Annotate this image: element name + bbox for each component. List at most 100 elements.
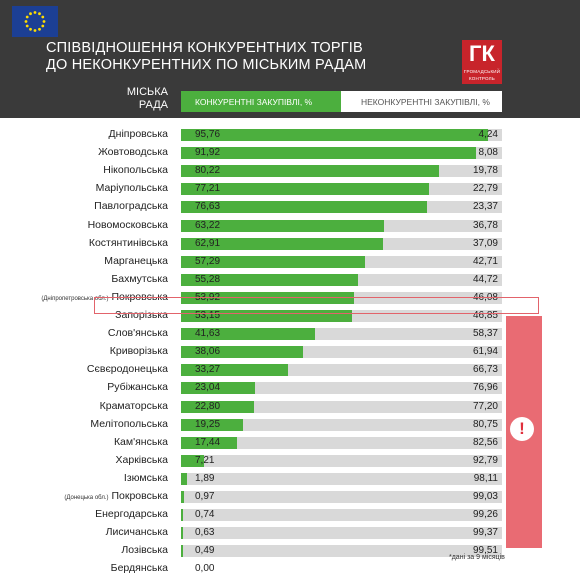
value-label-competitive: 0,74 — [195, 509, 215, 521]
bar-competitive — [181, 400, 255, 413]
chart-header: СПІВВІДНОШЕННЯ КОНКУРЕНТНИХ ТОРГІВ ДО НЕ… — [0, 0, 580, 118]
value-label-competitive: 41,63 — [195, 328, 221, 340]
value-label-noncompetitive: 80,75 — [472, 418, 498, 430]
category-label: Ізюмська — [0, 472, 168, 484]
category-name: Рубіжанська — [107, 381, 168, 394]
chart-title: СПІВВІДНОШЕННЯ КОНКУРЕНТНИХ ТОРГІВ ДО НЕ… — [46, 40, 366, 74]
value-label-noncompetitive: 44,72 — [472, 273, 498, 285]
value-label-noncompetitive: 46,85 — [472, 310, 498, 321]
category-name: Бердянська — [110, 562, 168, 574]
bar-noncompetitive — [181, 454, 502, 467]
value-label-competitive: 0,49 — [195, 545, 215, 557]
value-label-competitive: 1,89 — [195, 472, 215, 484]
legend-competitive-swatch — [181, 91, 341, 112]
category-name: Дніпровська — [108, 128, 168, 140]
value-label-noncompetitive: 92,79 — [472, 454, 498, 466]
value-label-competitive: 76,63 — [195, 201, 221, 213]
category-name: Нікопольська — [103, 164, 168, 177]
legend-noncompetitive-label: НЕКОНКУРЕНТНІ ЗАКУПІВЛІ, % — [361, 97, 490, 107]
category-name: Лисичанська — [105, 526, 168, 539]
value-label-noncompetitive: 19,78 — [472, 165, 498, 177]
eu-star — [33, 11, 37, 14]
value-label-competitive: 33,27 — [195, 364, 221, 376]
value-label-competitive: 38,06 — [195, 346, 221, 358]
category-note: (Дніпропетровська обл.) — [41, 295, 109, 302]
bar-noncompetitive — [181, 436, 502, 449]
value-label-competitive: 17,44 — [195, 436, 221, 448]
bar-competitive — [181, 273, 359, 286]
eu-star — [38, 27, 41, 31]
bar-noncompetitive — [181, 491, 502, 503]
eu-stars-icon — [24, 11, 46, 32]
category-label: Мелітопольська — [0, 418, 168, 430]
category-label: Лозівська — [0, 544, 168, 556]
eu-star — [33, 29, 37, 32]
bar-competitive — [181, 509, 184, 522]
bar-competitive — [181, 382, 255, 395]
category-name: Кам'янська — [113, 435, 168, 448]
value-label-competitive: 91,92 — [195, 147, 221, 159]
eu-star — [41, 15, 45, 19]
highlight-frame — [94, 297, 539, 314]
category-label: Маріупольська — [0, 182, 168, 194]
value-label-competitive: 22,80 — [195, 400, 221, 412]
category-name: Краматорська — [99, 399, 168, 412]
value-label-competitive: 62,91 — [195, 237, 221, 249]
value-label-noncompetitive: 66,73 — [472, 364, 498, 376]
eu-star — [25, 15, 29, 19]
category-name: Новомосковська — [87, 218, 168, 231]
bar-competitive — [181, 328, 315, 341]
bar-competitive — [181, 129, 489, 141]
logo-subtitle: громадський контроль — [463, 69, 501, 81]
legend-competitive-label: КОНКУРЕНТНІ ЗАКУПІВЛІ, % — [195, 97, 313, 107]
category-note: (Донецька обл.) — [64, 495, 109, 501]
category-name: Павлоградська — [94, 200, 168, 213]
category-label: Енергодарська — [0, 508, 168, 520]
gk-logo: ГК громадський контроль — [462, 40, 502, 84]
bar-competitive — [181, 418, 243, 431]
category-name: Сєвєродонецька — [86, 363, 168, 376]
bar-competitive — [181, 364, 288, 377]
exclamation-icon: ! — [510, 417, 534, 441]
category-label: Нікопольська — [0, 164, 168, 176]
category-name: Костянтинівська — [88, 236, 168, 249]
bar-competitive — [181, 165, 439, 178]
bar-competitive — [181, 219, 384, 232]
category-label: Марганецька — [0, 255, 168, 267]
value-label-noncompetitive: 36,78 — [472, 219, 498, 231]
bar-competitive — [181, 472, 188, 485]
value-label-competitive: 19,25 — [195, 418, 221, 430]
category-name: Запорізька — [115, 309, 168, 321]
bar-competitive — [181, 237, 383, 250]
category-name: Покровська — [111, 290, 168, 303]
value-label-competitive: 63,22 — [195, 219, 221, 231]
value-label-noncompetitive: 4,24 — [478, 129, 498, 140]
bar-competitive — [181, 147, 477, 160]
value-label-noncompetitive: 77,20 — [472, 400, 498, 412]
value-label-competitive: 95,76 — [195, 129, 221, 140]
category-name: Жовтоводська — [98, 146, 168, 159]
category-name: Маріупольська — [95, 182, 168, 195]
bar-competitive — [181, 183, 429, 196]
value-label-competitive: 0,63 — [195, 527, 215, 539]
category-name: Марганецька — [104, 254, 168, 267]
category-name: Харківська — [115, 453, 168, 466]
category-name: Бахмутська — [111, 272, 168, 285]
category-name: Лозівська — [121, 544, 168, 557]
value-label-noncompetitive: 98,11 — [473, 472, 498, 484]
category-label: Павлоградська — [0, 200, 168, 212]
category-label: Бердянська — [0, 562, 168, 574]
value-label-noncompetitive: 82,56 — [472, 436, 498, 448]
value-label-noncompetitive: 61,94 — [472, 346, 498, 358]
category-name: Ізюмська — [123, 471, 168, 484]
value-label-noncompetitive: 22,79 — [472, 183, 498, 195]
category-name: Криворізька — [109, 345, 168, 358]
value-label-competitive: 23,04 — [195, 382, 221, 394]
value-label-competitive: 55,28 — [195, 273, 221, 285]
eu-star — [24, 20, 28, 23]
category-label: Запорізька — [0, 309, 168, 321]
chart-title-line-1: СПІВВІДНОШЕННЯ КОНКУРЕНТНИХ ТОРГІВ — [46, 40, 363, 56]
bar-competitive — [181, 436, 237, 449]
value-label-noncompetitive: 76,96 — [472, 382, 498, 394]
category-label: Дніпровська — [0, 128, 168, 140]
